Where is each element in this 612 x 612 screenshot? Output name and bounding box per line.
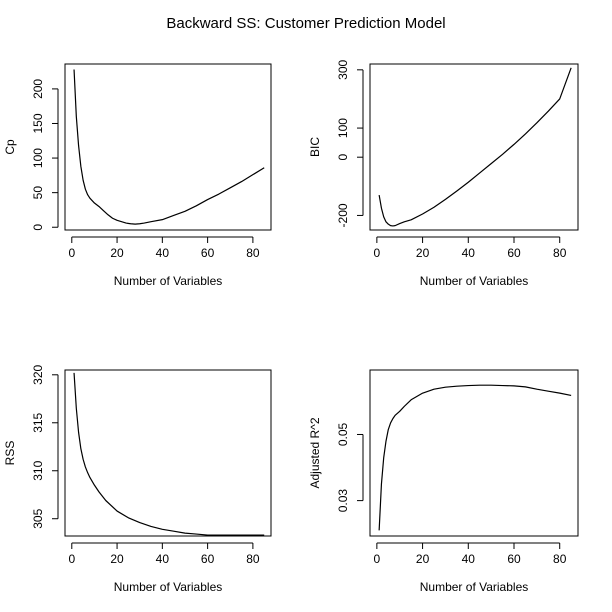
y-tick-label: 305 — [31, 508, 45, 528]
series-line — [73, 372, 265, 536]
y-axis-label: RSS — [3, 441, 17, 466]
x-tick-label: 40 — [462, 552, 476, 566]
x-axis-label: Number of Variables — [114, 580, 223, 594]
series-line — [378, 384, 572, 531]
y-tick-label: 50 — [31, 186, 45, 200]
plot-frame — [369, 63, 579, 231]
series-line — [73, 69, 265, 225]
y-axis-label: Cp — [3, 139, 17, 155]
x-tick-label: 60 — [201, 246, 215, 260]
y-tick-label: 310 — [31, 460, 45, 480]
x-tick-label: 60 — [507, 246, 521, 260]
x-tick-label: 40 — [156, 246, 170, 260]
x-tick-label: 20 — [416, 246, 430, 260]
x-tick-label: 0 — [68, 246, 75, 260]
x-tick-label: 0 — [374, 246, 381, 260]
x-tick-label: 20 — [110, 246, 124, 260]
x-tick-label: 0 — [374, 552, 381, 566]
series-line — [378, 67, 572, 227]
y-tick-label: 200 — [31, 79, 45, 99]
y-tick-label: -200 — [336, 203, 350, 227]
y-tick-label: 150 — [31, 113, 45, 133]
x-tick-label: 80 — [246, 552, 260, 566]
x-tick-label: 40 — [156, 552, 170, 566]
y-tick-label: 0 — [336, 154, 350, 161]
x-tick-label: 20 — [416, 552, 430, 566]
y-tick-label: 0.03 — [336, 489, 350, 513]
x-axis-label: Number of Variables — [420, 274, 529, 288]
x-tick-label: 80 — [553, 552, 567, 566]
panel-4: 0 20 40 60 80 0.03 0.05 Number of Variables Adju… — [308, 369, 579, 594]
x-tick-label: 20 — [110, 552, 124, 566]
panel-2: 0 20 40 60 80 -200 0 100 300 Number of Variables B… — [308, 59, 579, 288]
plot-frame — [64, 369, 272, 537]
x-axis-label: Number of Variables — [420, 580, 529, 594]
y-tick-label: 100 — [336, 118, 350, 138]
y-tick-label: 320 — [31, 364, 45, 384]
y-tick-label: 300 — [336, 59, 350, 79]
x-tick-label: 60 — [201, 552, 215, 566]
plot-frame — [369, 369, 579, 537]
y-tick-label: 315 — [31, 412, 45, 432]
y-tick-label: 0 — [31, 224, 45, 231]
x-axis-label: Number of Variables — [114, 274, 223, 288]
y-axis-label: Adjusted R^2 — [308, 417, 322, 488]
x-tick-label: 60 — [507, 552, 521, 566]
x-tick-label: 40 — [462, 246, 476, 260]
x-tick-label: 80 — [246, 246, 260, 260]
y-tick-label: 100 — [31, 148, 45, 168]
panel-3: 0 20 40 60 80 305 310 315 320 Number of Variables… — [3, 364, 272, 594]
x-tick-label: 0 — [68, 552, 75, 566]
panel-1: 0 20 40 60 80 0 50 100 150 200 Number of Variables… — [3, 63, 272, 288]
x-tick-label: 80 — [553, 246, 567, 260]
figure-title: Backward SS: Customer Prediction Model — [166, 15, 445, 32]
y-tick-label: 0.05 — [336, 422, 350, 446]
y-axis-label: BIC — [308, 137, 322, 157]
plot-frame — [64, 63, 272, 231]
